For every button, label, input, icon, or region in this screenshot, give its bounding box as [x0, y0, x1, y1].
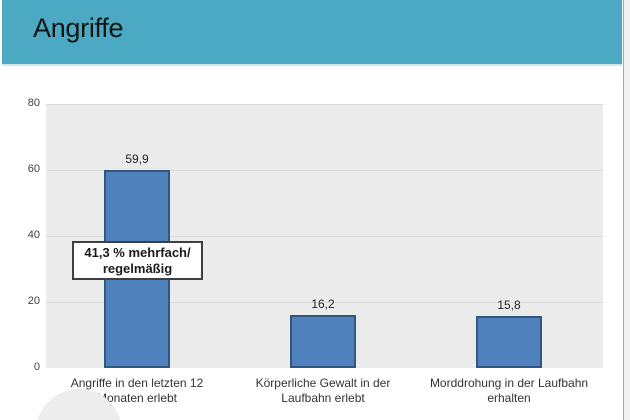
y-axis-tick-label: 20: [27, 295, 40, 307]
y-axis-tick-label: 60: [27, 163, 40, 175]
callout-annotation: 41,3 % mehrfach/ regelmäßig: [72, 241, 203, 280]
bar: [476, 315, 542, 368]
gridline: [46, 302, 603, 303]
bar: [290, 314, 356, 368]
slide-title: Angriffe: [33, 13, 124, 43]
gridline: [46, 236, 603, 237]
x-axis-category-label: Angriffe in den letzten 12 Monaten erleb…: [70, 376, 204, 405]
bar-value-label: 16,2: [311, 296, 335, 311]
y-axis-tick-label: 0: [33, 361, 40, 373]
bar-value-label: 59,9: [125, 152, 149, 167]
callout-line-1: 41,3 % mehrfach/: [84, 244, 191, 260]
gridline: [46, 170, 603, 171]
scrollbar-track[interactable]: [623, 0, 630, 420]
y-axis-tick-label: 40: [27, 229, 40, 241]
slide-header-band: Angriffe: [2, 0, 622, 66]
y-axis-tick-label: 80: [27, 97, 40, 109]
callout-line-2: regelmäßig: [102, 260, 173, 276]
x-axis-category-label: Morddrohung in der Laufbahn erhalten: [429, 376, 589, 405]
gridline: [46, 104, 603, 105]
bar-value-label: 15,8: [497, 297, 521, 312]
x-axis-category-label: Körperliche Gewalt in der Laufbahn erleb…: [255, 376, 391, 405]
